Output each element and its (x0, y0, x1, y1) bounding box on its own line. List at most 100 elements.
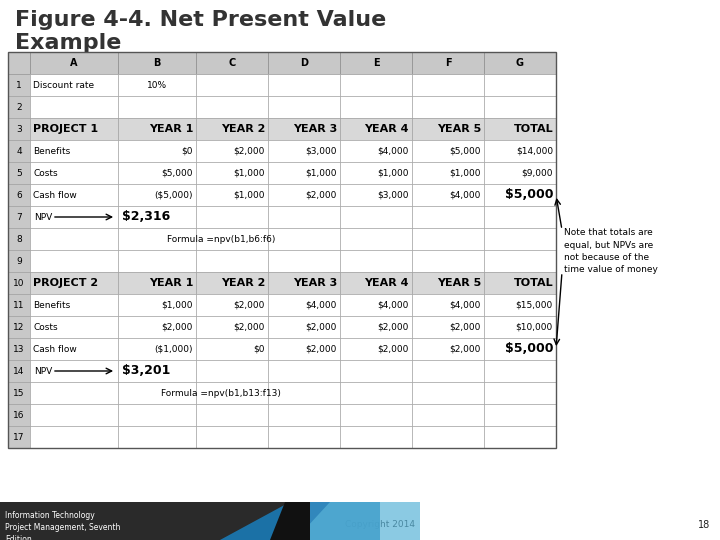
Text: 7: 7 (16, 213, 22, 221)
Text: $5,000: $5,000 (505, 342, 553, 355)
Bar (196, 74, 268, 96)
Text: 5: 5 (16, 168, 22, 178)
Bar (340, 404, 412, 426)
Bar (484, 96, 556, 118)
Bar (30, 272, 118, 294)
Bar (118, 184, 196, 206)
Text: Cash flow: Cash flow (33, 345, 77, 354)
Text: NPV: NPV (34, 213, 53, 221)
Text: $2,000: $2,000 (233, 300, 265, 309)
Bar (340, 52, 412, 74)
Bar (484, 404, 556, 426)
Text: $3,000: $3,000 (305, 146, 337, 156)
Text: NPV: NPV (34, 367, 53, 375)
Bar (196, 272, 268, 294)
Bar (340, 382, 412, 404)
Bar (196, 228, 268, 250)
Text: $0: $0 (253, 345, 265, 354)
Text: $4,000: $4,000 (305, 300, 337, 309)
Bar (30, 382, 118, 404)
Text: 11: 11 (13, 300, 24, 309)
Bar (484, 162, 556, 184)
Text: Benefits: Benefits (33, 146, 71, 156)
Bar (268, 52, 340, 74)
Bar (340, 162, 412, 184)
Text: $0: $0 (181, 146, 193, 156)
Text: 2: 2 (16, 103, 22, 111)
Bar (118, 162, 196, 184)
Bar (484, 52, 556, 74)
Text: B: B (153, 58, 161, 68)
Text: TOTAL: TOTAL (513, 124, 553, 134)
Text: 16: 16 (13, 410, 24, 420)
Bar (268, 404, 340, 426)
Text: 15: 15 (13, 388, 24, 397)
Bar (268, 184, 340, 206)
Bar (196, 382, 268, 404)
Text: YEAR 2: YEAR 2 (220, 278, 265, 288)
Bar (30, 404, 118, 426)
Bar (412, 382, 484, 404)
Bar (412, 250, 484, 272)
Bar (196, 162, 268, 184)
Text: Formula =npv(b1,b13:f13): Formula =npv(b1,b13:f13) (161, 388, 281, 397)
Bar (268, 162, 340, 184)
Text: Discount rate: Discount rate (33, 80, 94, 90)
Text: YEAR 5: YEAR 5 (437, 124, 481, 134)
Text: $2,000: $2,000 (233, 322, 265, 332)
Bar (340, 338, 412, 360)
Bar (8, 250, 30, 272)
Bar (412, 96, 484, 118)
Bar (196, 338, 268, 360)
Polygon shape (220, 502, 380, 540)
Bar (118, 294, 196, 316)
Bar (30, 52, 118, 74)
Bar (8, 162, 30, 184)
Text: 10%: 10% (147, 80, 167, 90)
Bar (340, 184, 412, 206)
Bar (30, 184, 118, 206)
Bar (8, 52, 556, 448)
Text: $1,000: $1,000 (233, 168, 265, 178)
Text: $5,000: $5,000 (161, 168, 193, 178)
Bar (196, 294, 268, 316)
Bar (196, 426, 268, 448)
Bar (30, 74, 118, 96)
Bar (268, 316, 340, 338)
Bar (196, 404, 268, 426)
Bar (118, 96, 196, 118)
Text: 14: 14 (13, 367, 24, 375)
Bar (118, 140, 196, 162)
Bar (8, 294, 30, 316)
Bar (484, 294, 556, 316)
Bar (30, 118, 118, 140)
Bar (8, 228, 30, 250)
Bar (268, 272, 340, 294)
Bar (268, 360, 340, 382)
Text: $4,000: $4,000 (377, 146, 409, 156)
Bar (196, 250, 268, 272)
Bar (30, 250, 118, 272)
Bar (340, 74, 412, 96)
Text: YEAR 5: YEAR 5 (437, 278, 481, 288)
Bar (412, 360, 484, 382)
Bar (484, 206, 556, 228)
Text: D: D (300, 58, 308, 68)
Bar (196, 206, 268, 228)
Bar (484, 316, 556, 338)
Bar (196, 316, 268, 338)
Text: $5,000: $5,000 (449, 146, 481, 156)
Text: TOTAL: TOTAL (513, 278, 553, 288)
Text: $1,000: $1,000 (377, 168, 409, 178)
Bar (268, 294, 340, 316)
Bar (8, 140, 30, 162)
Text: Cash flow: Cash flow (33, 191, 77, 199)
Bar (340, 140, 412, 162)
Bar (30, 96, 118, 118)
Text: PROJECT 2: PROJECT 2 (33, 278, 98, 288)
Text: YEAR 4: YEAR 4 (364, 278, 409, 288)
Text: Costs: Costs (33, 168, 58, 178)
Bar (8, 404, 30, 426)
Bar (412, 272, 484, 294)
Text: $2,000: $2,000 (377, 322, 409, 332)
